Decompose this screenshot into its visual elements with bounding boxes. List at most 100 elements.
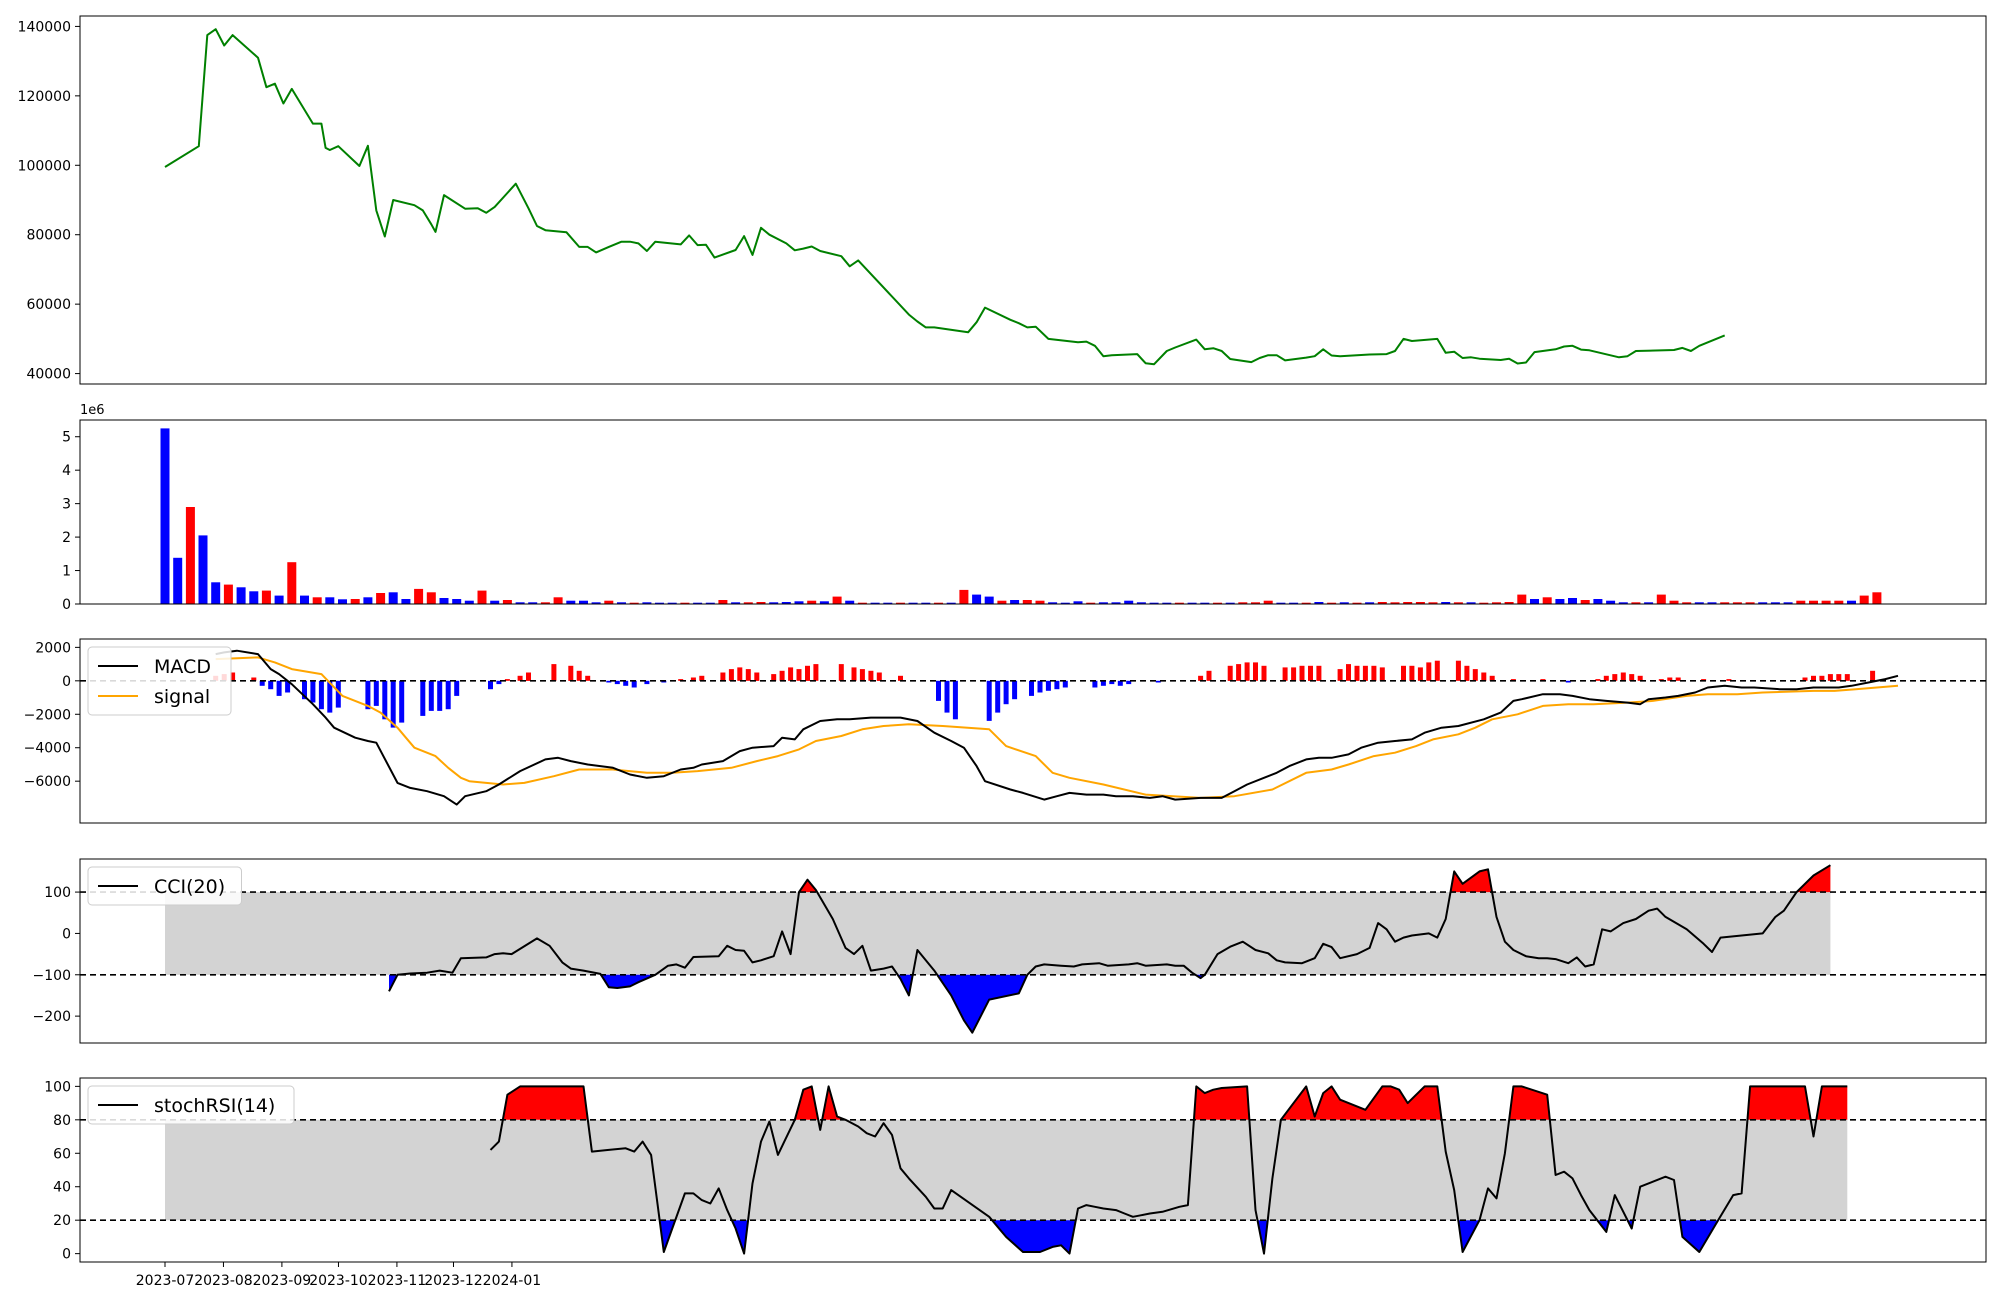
volume-bar [439, 598, 449, 604]
stochrsi-overbought-fill [1194, 1086, 1250, 1120]
cci-ytick-label: −100 [33, 968, 71, 984]
macd-hist-bar [690, 677, 696, 681]
x-tick-label: 2023-07 [136, 1273, 195, 1289]
macd-hist-bar [859, 669, 865, 681]
price-ytick-label: 80000 [26, 228, 71, 244]
price-ytick-label: 60000 [26, 297, 71, 313]
volume-bar [579, 600, 588, 604]
volume-bar [870, 602, 880, 604]
macd-hist-bar [788, 667, 794, 681]
macd-hist-bar [876, 672, 882, 681]
volume-bar [1238, 602, 1248, 604]
macd-hist-bar [1612, 674, 1618, 681]
volume-bar [363, 597, 373, 604]
macd-hist-bar [1637, 675, 1643, 681]
macd-legend-label: signal [154, 686, 210, 708]
volume-bar [1339, 602, 1349, 604]
macd-hist-bar [986, 680, 992, 721]
volume-bar [1770, 602, 1780, 604]
macd-hist-bar [285, 680, 291, 693]
volume-bar [819, 601, 829, 604]
price-ytick-label: 120000 [18, 89, 71, 105]
volume-bar [1111, 602, 1121, 604]
volume-bar [883, 602, 893, 604]
volume-ytick-label: 5 [62, 430, 71, 446]
macd-hist-bar [1455, 660, 1461, 681]
volume-bar [464, 600, 474, 604]
macd-hist-bar [1802, 677, 1808, 681]
macd-hist-bar [390, 680, 396, 728]
volume-bar [1745, 602, 1755, 604]
macd-frame [79, 638, 1987, 824]
macd-panel: −6000 −4000 −2000 0 2000 MACD signal [24, 638, 1987, 824]
macd-hist-bar [771, 674, 777, 681]
volume-bar [1327, 602, 1337, 604]
macd-hist-bar [1426, 662, 1432, 681]
macd-hist-bar [1092, 680, 1098, 688]
volume-bar [1365, 602, 1375, 604]
volume-bar [959, 589, 969, 604]
volume-bar [1403, 602, 1413, 604]
volume-bar [1644, 602, 1654, 604]
macd-legend-label: MACD [154, 656, 211, 678]
volume-bar [1289, 602, 1299, 604]
macd-hist-bar [779, 670, 785, 681]
volume-bar [477, 590, 487, 604]
volume-bar [1314, 602, 1324, 604]
volume-bar [1707, 602, 1717, 604]
macd-hist-bar [1236, 664, 1242, 681]
macd-hist-bar [302, 680, 307, 700]
macd-hist-bar [737, 667, 743, 681]
macd-hist-bar [1417, 667, 1423, 681]
volume-bar [540, 602, 550, 604]
volume-bar [300, 595, 309, 604]
volume-bar [743, 602, 753, 604]
volume-ytick-label: 3 [62, 497, 71, 513]
volume-bar [325, 597, 335, 604]
macd-hist-bar [1629, 674, 1635, 681]
volume-bar [845, 600, 855, 604]
macd-hist-bar [454, 680, 460, 696]
volume-bar [1035, 600, 1045, 604]
volume-bar [211, 582, 221, 604]
volume-bar [1428, 602, 1438, 604]
macd-hist-bar [1126, 680, 1132, 685]
volume-bar [1656, 594, 1666, 604]
macd-hist-bar [437, 680, 443, 711]
volume-bar [1010, 600, 1020, 604]
volume-bar [1073, 601, 1083, 604]
volume-bar [1758, 602, 1768, 604]
macd-hist-bar [1308, 665, 1313, 681]
macd-hist-bar [1299, 665, 1305, 681]
volume-frame [79, 419, 1987, 605]
volume-bar [236, 587, 246, 604]
cci-legend-box [87, 866, 242, 906]
macd-hist-bar [745, 669, 751, 681]
macd-hist-bar [251, 677, 257, 681]
stochrsi-ytick-label: 80 [53, 1113, 71, 1129]
volume-bar [1631, 602, 1641, 604]
macd-hist-bar [568, 665, 574, 681]
macd-hist-bar [1206, 670, 1212, 681]
stochrsi-oversold-fill [1680, 1220, 1718, 1252]
volume-bar [1453, 602, 1463, 604]
volume-bar [629, 602, 639, 604]
volume-bar [490, 600, 500, 604]
volume-bar [312, 597, 322, 604]
volume-bar [1352, 602, 1362, 604]
price-ytick-label: 100000 [18, 158, 71, 174]
macd-hist-bar [373, 680, 379, 706]
macd-hist-bar [428, 680, 434, 711]
volume-bar [553, 597, 563, 604]
macd-hist-bar [1253, 662, 1258, 681]
macd-hist-bar [1371, 665, 1377, 681]
macd-hist-bar [526, 672, 531, 681]
volume-ytick-label: 2 [62, 530, 71, 546]
volume-bar [1834, 600, 1844, 604]
volume-bar [160, 428, 170, 604]
volume-bar [287, 562, 297, 604]
volume-bar [832, 596, 842, 604]
volume-bar [718, 600, 728, 604]
stochrsi-overbought-fill [822, 1086, 846, 1120]
volume-bar [1618, 602, 1628, 604]
